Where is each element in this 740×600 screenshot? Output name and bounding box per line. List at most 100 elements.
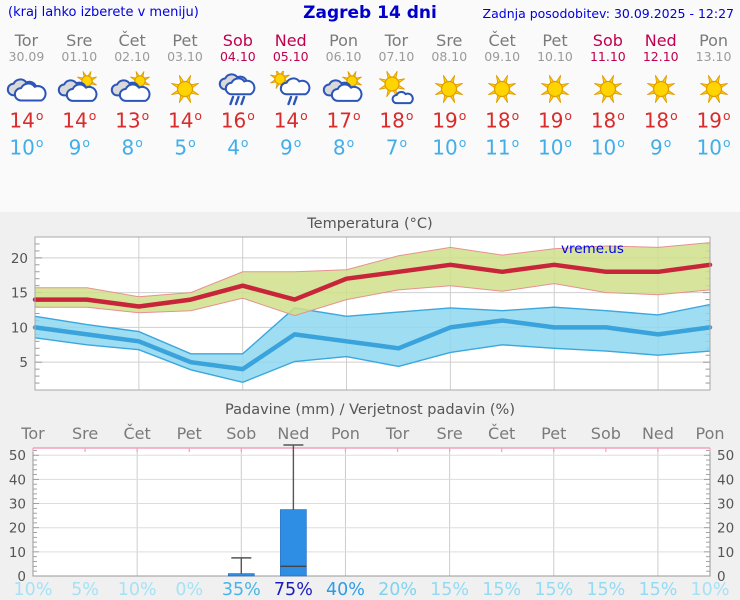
day-date-label: 01.10 — [61, 49, 98, 65]
high-temperature: 18o — [590, 107, 625, 133]
day-name-label: Pet — [172, 31, 198, 50]
high-temperature: 19o — [432, 107, 467, 133]
precip-probability-label: 15% — [586, 580, 626, 600]
day-name-label: Pon — [329, 31, 359, 50]
forecast-day-column: Sob 11.10 18o 10o — [581, 30, 634, 170]
forecast-day-column: Sre 01.10 14o 9o — [53, 30, 106, 170]
sunny-icon — [427, 71, 471, 107]
day-date-label: 11.10 — [589, 49, 626, 65]
day-date-label: 02.10 — [114, 49, 151, 65]
day-date-label: 07.10 — [378, 49, 415, 65]
precip-probability-label: 15% — [482, 580, 522, 600]
svg-text:50: 50 — [717, 448, 734, 464]
precipitation-chart: 0 0 10 10 20 20 30 30 40 40 50 50 — [9, 444, 734, 585]
day-name-label: Čet — [488, 31, 516, 50]
low-temperature: 7o — [385, 135, 408, 161]
precip-probability-label: 15% — [534, 580, 574, 600]
precip-day-label: Pon — [330, 424, 360, 443]
svg-text:10: 10 — [11, 320, 28, 336]
svg-text:15: 15 — [11, 286, 28, 302]
day-name-label: Pet — [542, 31, 568, 50]
svg-text:5: 5 — [19, 355, 28, 371]
page-title: Zagreb 14 dni — [303, 3, 437, 23]
day-name-label: Ned — [644, 31, 677, 50]
low-temperature: 10o — [590, 135, 625, 161]
high-temperature: 17o — [326, 107, 361, 133]
high-temperature: 14o — [9, 107, 44, 133]
sunny-icon — [533, 71, 577, 107]
forecast-day-column: Tor 30.09 14o 10o — [0, 30, 53, 170]
precip-day-label: Sob — [590, 424, 621, 443]
high-temperature: 19o — [537, 107, 573, 133]
low-temperature: 10o — [9, 135, 44, 161]
low-temperature: 10o — [696, 135, 731, 161]
day-date-label: 12.10 — [642, 49, 679, 65]
day-date-label: 05.10 — [272, 49, 309, 65]
mostly-sunny-icon — [374, 70, 418, 107]
high-temperature: 13o — [115, 107, 150, 133]
day-date-label: 04.10 — [219, 49, 256, 65]
day-date-label: 06.10 — [325, 49, 362, 65]
precip-day-label: Sre — [436, 424, 463, 443]
low-temperature: 5o — [174, 135, 196, 161]
precip-day-label: Pet — [176, 424, 202, 443]
sunny-icon — [586, 71, 630, 107]
low-temperature: 9o — [650, 135, 672, 161]
precip-probability-label: 10% — [690, 580, 730, 600]
precip-probability-label: 10% — [13, 580, 53, 600]
precip-day-label: Pon — [695, 424, 725, 443]
low-temperature: 9o — [68, 135, 90, 161]
precip-day-label: Ned — [277, 424, 310, 443]
high-temperature: 19o — [696, 107, 731, 133]
rain-icon — [216, 71, 260, 107]
precip-probability-label: 20% — [378, 580, 417, 600]
forecast-day-column: Čet 02.10 13o 8o — [106, 30, 159, 170]
precip-probability-label: 0% — [175, 580, 204, 600]
precipitation-bar — [280, 509, 307, 577]
day-name-label: Ned — [274, 31, 307, 50]
day-date-label: 30.09 — [8, 49, 45, 65]
day-name-label: Tor — [14, 31, 39, 50]
precip-day-label: Ned — [641, 424, 674, 443]
day-date-label: 03.10 — [167, 49, 203, 65]
temperature-chart-title: Temperatura (°C) — [307, 216, 433, 232]
forecast-day-column: Sob 04.10 16o 4o — [211, 30, 264, 170]
precip-day-label: Sre — [71, 424, 99, 443]
day-date-label: 08.10 — [431, 49, 468, 65]
day-name-label: Sob — [222, 31, 253, 50]
svg-text:20: 20 — [717, 521, 734, 537]
temperature-chart: 5 10 15 20 vreme.us — [11, 236, 713, 391]
sun-rain-icon — [269, 68, 313, 107]
precip-probability-label: 35% — [221, 580, 261, 600]
day-name-label: Sre — [436, 31, 463, 50]
vreme-watermark-link[interactable]: vreme.us — [561, 241, 624, 257]
low-temperature: 4o — [227, 135, 249, 161]
forecast-day-column: Sre 08.10 19o 10o — [423, 30, 476, 170]
day-name-label: Sob — [592, 31, 623, 50]
partly-cloudy-icon — [57, 70, 101, 107]
day-date-label: 09.10 — [484, 49, 521, 65]
precip-probability-label: 15% — [430, 580, 470, 600]
precip-day-label: Tor — [21, 424, 45, 443]
high-temperature: 14o — [167, 107, 203, 133]
forecast-day-column: Ned 12.10 18o 9o — [634, 30, 687, 170]
high-temperature: 14o — [62, 107, 97, 133]
precip-probability-label: 15% — [638, 580, 678, 600]
svg-text:50: 50 — [9, 448, 26, 464]
sunny-icon — [639, 71, 683, 107]
high-temperature: 16o — [220, 107, 255, 133]
svg-text:30: 30 — [9, 497, 26, 513]
forecast-day-column: Pon 13.10 19o 10o — [687, 30, 740, 170]
precip-probability-label: 40% — [326, 580, 365, 600]
day-date-label: 13.10 — [695, 49, 732, 65]
precip-day-label: Čet — [123, 424, 151, 443]
forecast-day-column: Pon 06.10 17o 8o — [317, 30, 370, 170]
svg-text:0: 0 — [717, 569, 726, 585]
svg-text:30: 30 — [717, 497, 734, 513]
svg-text:20: 20 — [9, 521, 26, 537]
svg-text:10: 10 — [717, 545, 734, 561]
high-temperature: 18o — [379, 107, 414, 133]
svg-text:10: 10 — [9, 545, 26, 561]
low-temperature: 10o — [537, 135, 573, 161]
partly-cloudy-icon — [110, 70, 154, 107]
